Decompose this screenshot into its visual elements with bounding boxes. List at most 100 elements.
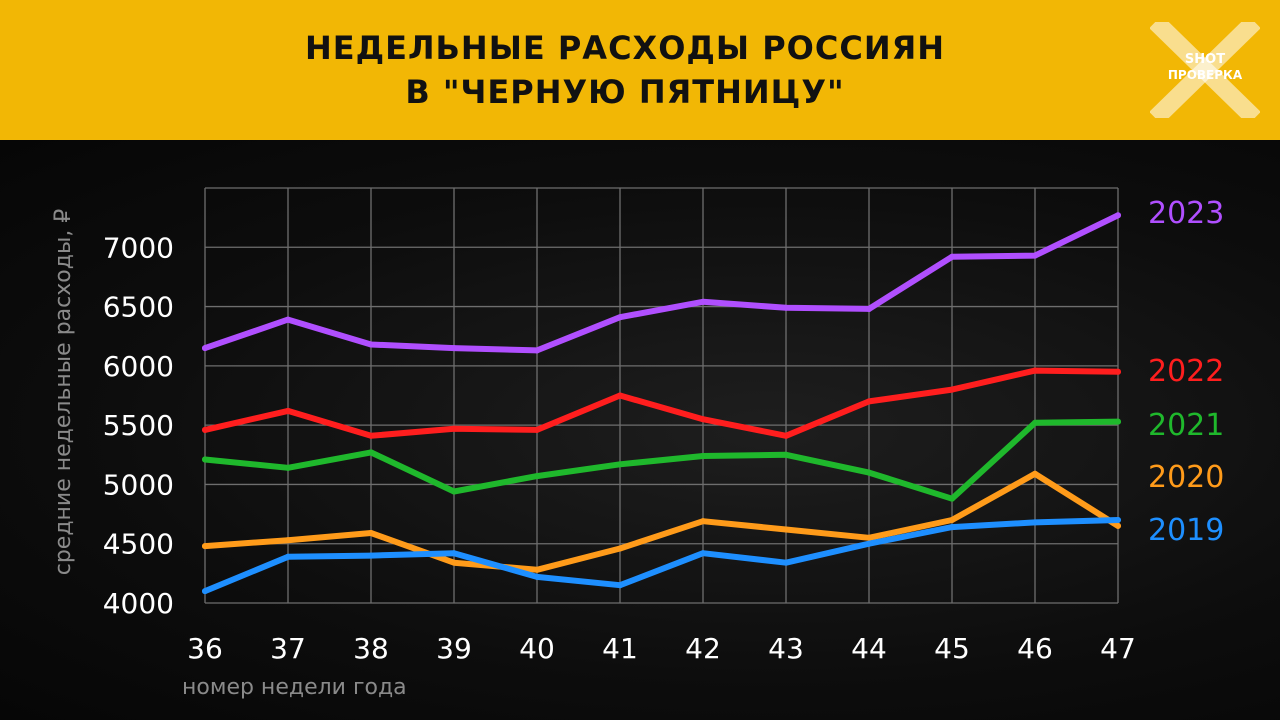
data-point-2023 bbox=[783, 304, 789, 311]
grid bbox=[204, 187, 1119, 604]
data-point-2020 bbox=[534, 566, 540, 573]
x-tick-label: 46 bbox=[1017, 632, 1053, 665]
data-point-2019 bbox=[617, 582, 623, 589]
y-tick-label: 5500 bbox=[103, 409, 174, 442]
data-point-2022 bbox=[1032, 367, 1038, 374]
tick-labels: 36 37 38 39 40 41 42 43 44 45 46 47 4000 4500 5000 5500… bbox=[103, 231, 1136, 665]
data-point-2023 bbox=[1032, 252, 1038, 259]
logo-text-check: ПРОВЕРКА bbox=[1167, 68, 1243, 82]
legend-label-2019: 2019 bbox=[1148, 513, 1224, 548]
x-tick-label: 38 bbox=[353, 632, 389, 665]
series-line-2020 bbox=[202, 470, 1121, 573]
data-point-2021 bbox=[451, 488, 457, 495]
y-tick-label: 6000 bbox=[103, 350, 174, 383]
data-point-2023 bbox=[368, 341, 374, 348]
y-tick-label: 5000 bbox=[103, 468, 174, 501]
data-point-2020 bbox=[783, 526, 789, 533]
data-point-2022 bbox=[866, 398, 872, 405]
data-point-2021 bbox=[1032, 419, 1038, 426]
chart-title: НЕДЕЛЬНЫЕ РАСХОДЫ РОССИЯН В "ЧЕРНУЮ ПЯТН… bbox=[0, 26, 1250, 114]
data-point-2023 bbox=[617, 314, 623, 321]
data-point-2022 bbox=[783, 432, 789, 439]
title-line-2: В "ЧЕРНУЮ ПЯТНИЦУ" bbox=[405, 73, 845, 111]
x-tick-label: 43 bbox=[768, 632, 804, 665]
data-point-2020 bbox=[451, 559, 457, 566]
data-point-2023 bbox=[1115, 212, 1121, 219]
data-point-2020 bbox=[285, 537, 291, 544]
legend-label-2023: 2023 bbox=[1148, 196, 1224, 231]
data-point-2021 bbox=[866, 469, 872, 476]
data-point-2021 bbox=[202, 456, 208, 463]
data-point-2020 bbox=[1032, 470, 1038, 477]
data-point-2019 bbox=[1032, 519, 1038, 526]
y-tick-label: 7000 bbox=[103, 231, 174, 264]
series-line-2023 bbox=[202, 212, 1121, 354]
logo-text-shot: SHOT bbox=[1184, 52, 1226, 67]
data-point-2021 bbox=[368, 449, 374, 456]
series-lines bbox=[202, 212, 1121, 595]
data-point-2023 bbox=[949, 253, 955, 260]
x-tick-label: 44 bbox=[851, 632, 887, 665]
data-point-2023 bbox=[451, 345, 457, 352]
data-point-2020 bbox=[202, 543, 208, 550]
cross-icon bbox=[1149, 15, 1261, 125]
data-point-2019 bbox=[700, 550, 706, 557]
data-point-2021 bbox=[617, 461, 623, 468]
x-tick-label: 41 bbox=[602, 632, 638, 665]
data-point-2021 bbox=[949, 495, 955, 502]
x-tick-label: 42 bbox=[685, 632, 721, 665]
series-line-2021 bbox=[202, 418, 1121, 502]
data-point-2019 bbox=[1115, 517, 1121, 523]
data-point-2023 bbox=[285, 316, 291, 323]
data-point-2022 bbox=[202, 426, 208, 433]
legend: 2023 2022 2021 2020 2019 bbox=[1148, 196, 1224, 548]
data-point-2019 bbox=[949, 524, 955, 531]
y-tick-label: 4500 bbox=[103, 528, 174, 561]
x-tick-label: 47 bbox=[1100, 632, 1136, 665]
data-point-2021 bbox=[783, 451, 789, 458]
data-point-2023 bbox=[202, 345, 208, 352]
x-axis-label: номер недели года bbox=[182, 675, 407, 700]
data-point-2020 bbox=[1115, 522, 1121, 529]
data-point-2020 bbox=[949, 517, 955, 523]
data-point-2022 bbox=[451, 425, 457, 432]
data-point-2022 bbox=[617, 392, 623, 399]
data-point-2021 bbox=[1115, 418, 1121, 425]
data-point-2022 bbox=[534, 426, 540, 433]
data-point-2021 bbox=[700, 452, 706, 459]
data-point-2020 bbox=[700, 518, 706, 525]
shot-logo: SHOT ПРОВЕРКА bbox=[1149, 15, 1261, 125]
data-point-2019 bbox=[285, 553, 291, 560]
legend-label-2020: 2020 bbox=[1148, 460, 1224, 495]
series-line-2019 bbox=[202, 517, 1121, 595]
data-point-2021 bbox=[285, 464, 291, 471]
series-line-2022 bbox=[202, 367, 1121, 439]
y-tick-label: 6500 bbox=[103, 291, 174, 324]
data-point-2020 bbox=[866, 534, 872, 541]
x-tick-label: 39 bbox=[436, 632, 472, 665]
legend-label-2021: 2021 bbox=[1148, 408, 1224, 443]
data-point-2022 bbox=[949, 386, 955, 393]
data-point-2019 bbox=[368, 552, 374, 559]
x-tick-label: 45 bbox=[934, 632, 970, 665]
x-tick-label: 37 bbox=[270, 632, 306, 665]
data-point-2019 bbox=[451, 550, 457, 557]
data-point-2019 bbox=[783, 559, 789, 566]
data-point-2023 bbox=[866, 305, 872, 312]
x-tick-label: 40 bbox=[519, 632, 555, 665]
data-point-2023 bbox=[700, 298, 706, 305]
data-point-2019 bbox=[534, 573, 540, 580]
data-point-2022 bbox=[285, 407, 291, 414]
data-point-2020 bbox=[617, 545, 623, 552]
data-point-2023 bbox=[534, 347, 540, 354]
data-point-2022 bbox=[700, 416, 706, 423]
header-banner: НЕДЕЛЬНЫЕ РАСХОДЫ РОССИЯН В "ЧЕРНУЮ ПЯТН… bbox=[0, 0, 1280, 140]
data-point-2022 bbox=[368, 432, 374, 439]
y-tick-label: 4000 bbox=[103, 587, 174, 620]
data-point-2020 bbox=[368, 530, 374, 537]
x-tick-label: 36 bbox=[187, 632, 223, 665]
y-axis-label: средние недельные расходы, ₽ bbox=[51, 209, 76, 576]
data-point-2019 bbox=[202, 588, 208, 595]
data-point-2022 bbox=[1115, 368, 1121, 375]
